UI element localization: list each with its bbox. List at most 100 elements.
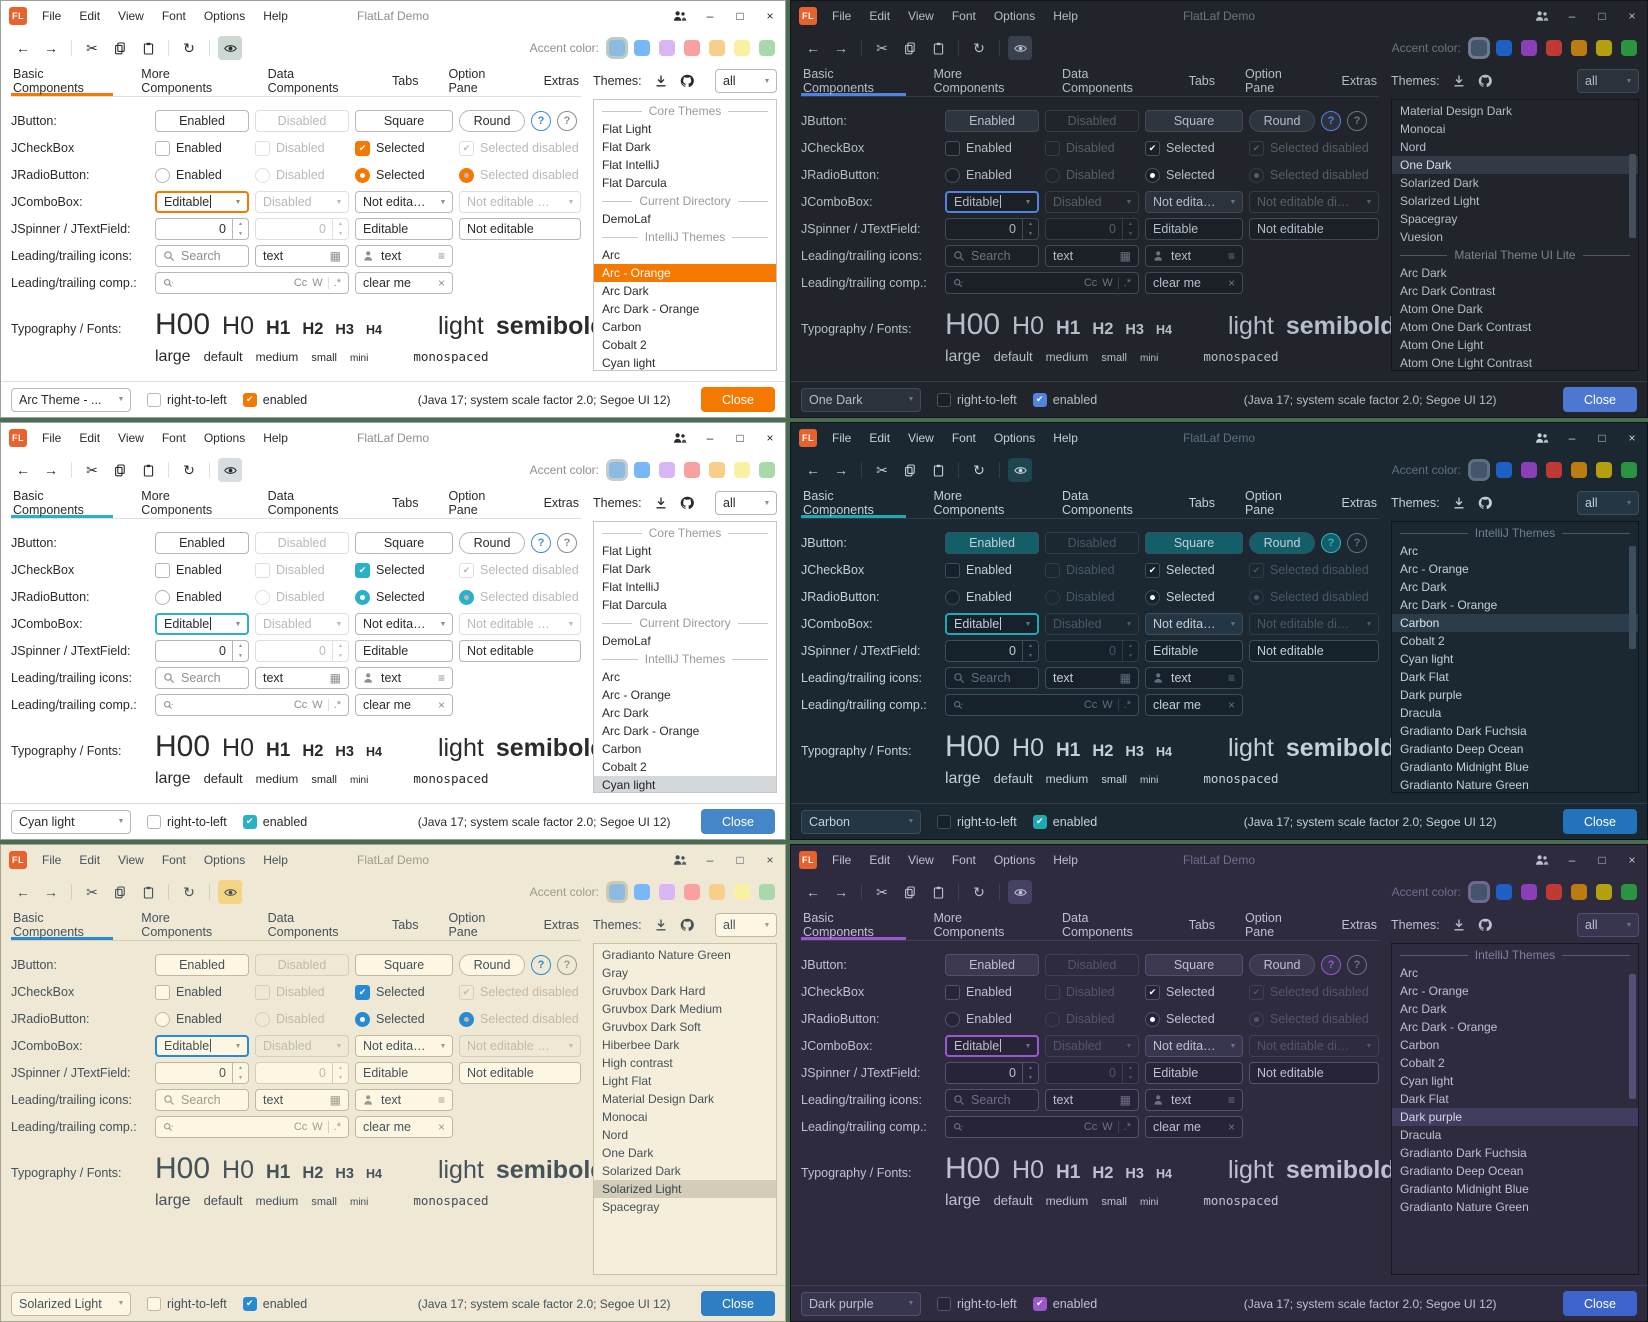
text-field-calendar[interactable]: text ▦	[255, 667, 349, 689]
menu-options[interactable]: Options	[203, 9, 246, 23]
checkbox-selected[interactable]: ✔ Selected	[1145, 562, 1243, 578]
theme-item-hiberbee-dark[interactable]: Hiberbee Dark	[602, 1038, 680, 1052]
round-button[interactable]: Round	[459, 532, 525, 554]
square-button[interactable]: Square	[355, 110, 453, 132]
cut-icon[interactable]: ✂	[876, 883, 888, 900]
maximize-button[interactable]: □	[736, 9, 744, 23]
grid-icon[interactable]: ▦	[329, 1093, 341, 1107]
square-button[interactable]: Square	[355, 532, 453, 554]
chevron-down-icon[interactable]: ▼	[1229, 1042, 1237, 1050]
theme-item-nord[interactable]: Nord	[1400, 140, 1427, 154]
tab-tabs[interactable]: Tabs	[392, 495, 419, 510]
match-case-button[interactable]: Cc	[293, 1121, 308, 1133]
tab-option-pane[interactable]: Option Pane	[1244, 488, 1282, 517]
theme-item-arc-dark[interactable]: Arc Dark	[602, 706, 649, 720]
theme-item-monocai[interactable]: Monocai	[1400, 122, 1446, 136]
minimize-button[interactable]: –	[1568, 431, 1576, 445]
github-icon[interactable]	[680, 496, 694, 510]
cut-icon[interactable]: ✂	[876, 461, 888, 478]
search-input[interactable]: Search	[945, 245, 1039, 267]
menu-edit[interactable]: Edit	[869, 9, 891, 23]
accent-swatch[interactable]	[1571, 462, 1587, 478]
text-field-person[interactable]: text ≡	[1145, 245, 1243, 267]
search-input[interactable]: Search	[155, 667, 249, 689]
menu-view[interactable]: View	[118, 853, 144, 867]
menu-font[interactable]: Font	[161, 853, 186, 867]
close-button[interactable]: Close	[1562, 387, 1637, 412]
spinner-arrows-icon[interactable]: ▲ ▼	[1022, 1063, 1038, 1083]
menu-edit[interactable]: Edit	[79, 431, 101, 445]
menu-help[interactable]: Help	[263, 9, 288, 23]
enabled-button[interactable]: Enabled	[155, 954, 249, 976]
square-button[interactable]: Square	[1145, 110, 1243, 132]
text-field-calendar[interactable]: text ▦	[1045, 1089, 1139, 1111]
list-icon[interactable]: ≡	[437, 1093, 445, 1107]
list-icon[interactable]: ≡	[1227, 1093, 1235, 1107]
refresh-icon[interactable]: ↻	[183, 461, 195, 478]
clear-icon[interactable]: ×	[437, 276, 445, 290]
theme-item-dark-flat[interactable]: Dark Flat	[1400, 670, 1449, 684]
back-icon[interactable]: ←	[806, 884, 820, 900]
search-with-options-input[interactable]: Cc W .*	[155, 1116, 349, 1138]
tab-tabs[interactable]: Tabs	[1188, 917, 1215, 932]
enabled-checkbox[interactable]: ✔ enabled	[242, 814, 307, 829]
menu-view[interactable]: View	[908, 9, 934, 23]
users-icon[interactable]	[1527, 423, 1557, 453]
eye-icon[interactable]	[218, 458, 242, 482]
theme-item-arc-dark[interactable]: Arc Dark	[1400, 580, 1447, 594]
theme-item-demolaf[interactable]: DemoLaf	[602, 634, 651, 648]
paste-icon[interactable]	[136, 36, 160, 60]
right-to-left-checkbox[interactable]: right-to-left	[937, 814, 1017, 829]
download-icon[interactable]	[1452, 496, 1466, 510]
chevron-down-icon[interactable]: ▼	[234, 198, 242, 206]
close-window-button[interactable]: ×	[1628, 9, 1636, 23]
theme-item-carbon[interactable]: Carbon	[1400, 1038, 1440, 1052]
theme-item-flat-light[interactable]: Flat Light	[602, 544, 652, 558]
menu-font[interactable]: Font	[951, 9, 976, 23]
theme-item-gradianto-nature-green[interactable]: Gradianto Nature Green	[1400, 1200, 1529, 1214]
match-case-button[interactable]: Cc	[1083, 699, 1098, 711]
theme-item-cyan-light[interactable]: Cyan light	[1400, 652, 1454, 666]
theme-item-gruvbox-dark-medium[interactable]: Gruvbox Dark Medium	[602, 1002, 723, 1016]
combobox-not-editable[interactable]: Not editable ▼	[355, 191, 453, 213]
text-field-calendar[interactable]: text ▦	[255, 1089, 349, 1111]
minimize-button[interactable]: –	[1568, 9, 1576, 23]
round-button[interactable]: Round	[1249, 110, 1315, 132]
theme-item-solarized-dark[interactable]: Solarized Dark	[1400, 176, 1479, 190]
menu-edit[interactable]: Edit	[79, 9, 101, 23]
tab-more-components[interactable]: More Components	[141, 488, 213, 517]
checkbox-selected[interactable]: ✔ Selected	[355, 562, 453, 578]
spinner-arrows-icon[interactable]: ▲ ▼	[1022, 641, 1038, 661]
theme-item-arc-dark[interactable]: Arc Dark	[602, 284, 649, 298]
scrollbar-thumb[interactable]	[1629, 973, 1636, 1100]
themes-filter-combo[interactable]: all ▼	[715, 913, 777, 937]
tab-data-components[interactable]: Data Components	[1062, 488, 1133, 517]
right-to-left-checkbox[interactable]: right-to-left	[147, 814, 227, 829]
forward-icon[interactable]: →	[834, 40, 848, 56]
menu-font[interactable]: Font	[161, 9, 186, 23]
chevron-down-icon[interactable]: ▼	[234, 620, 242, 628]
themes-filter-combo[interactable]: all ▼	[1577, 913, 1639, 937]
match-case-button[interactable]: Cc	[1083, 277, 1098, 289]
theme-item-cyan-light[interactable]: Cyan light	[602, 356, 656, 370]
refresh-icon[interactable]: ↻	[973, 461, 985, 478]
combobox-editable[interactable]: Editable ▼	[945, 613, 1039, 635]
accent-swatch[interactable]	[759, 40, 775, 56]
accent-swatch[interactable]	[659, 40, 675, 56]
enabled-checkbox[interactable]: ✔ enabled	[1032, 392, 1097, 407]
accent-swatch[interactable]	[1596, 40, 1612, 56]
tab-basic-components[interactable]: Basic Components	[801, 909, 906, 940]
menu-options[interactable]: Options	[993, 853, 1036, 867]
forward-icon[interactable]: →	[44, 40, 58, 56]
accent-swatch[interactable]	[1521, 462, 1537, 478]
menu-font[interactable]: Font	[161, 431, 186, 445]
copy-icon[interactable]	[108, 36, 132, 60]
search-dropdown-icon[interactable]	[953, 700, 964, 711]
theme-item-gradianto-nature-green[interactable]: Gradianto Nature Green	[602, 948, 731, 962]
accent-swatch[interactable]	[759, 884, 775, 900]
menu-view[interactable]: View	[908, 853, 934, 867]
chevron-down-icon[interactable]: ▼	[1229, 198, 1237, 206]
menu-options[interactable]: Options	[203, 431, 246, 445]
theme-item-carbon[interactable]: Carbon	[602, 320, 642, 334]
accent-swatch[interactable]	[634, 884, 650, 900]
